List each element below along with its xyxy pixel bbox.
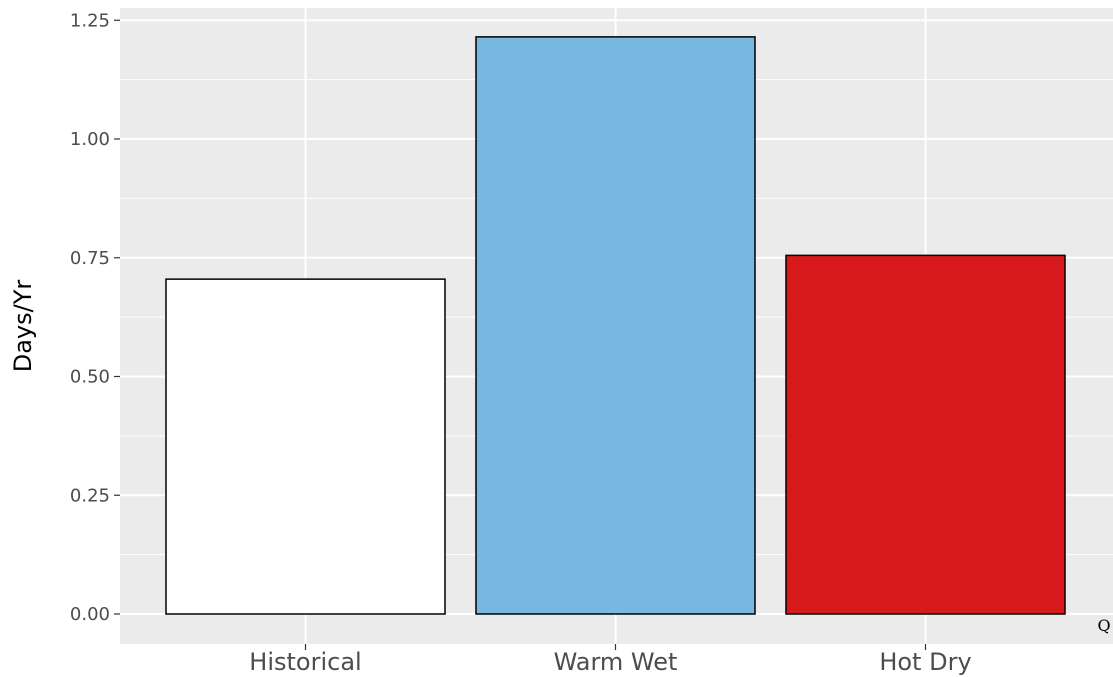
y-tick-label: 1.00 <box>70 129 110 150</box>
bar-hot-dry <box>785 254 1066 615</box>
x-tick-label: Warm Wet <box>554 648 678 676</box>
bar-historical <box>165 278 446 615</box>
x-axis: Historical Warm Wet Hot Dry <box>249 644 972 676</box>
x-tick-label: Hot Dry <box>879 648 971 676</box>
y-tick-label: 1.25 <box>70 10 110 31</box>
corner-annotation: Q <box>1097 616 1110 635</box>
y-tick-label: 0.50 <box>70 367 110 388</box>
y-tick-label: 0.25 <box>70 485 110 506</box>
y-tick-label: 0.75 <box>70 248 110 269</box>
bar-warm-wet <box>475 36 756 615</box>
bars <box>165 36 1066 615</box>
y-axis-title: Days/Yr <box>9 280 37 373</box>
y-tick-label: 0.00 <box>70 604 110 625</box>
y-axis: 0.00 0.25 0.50 0.75 1.00 1.25 <box>70 10 120 625</box>
x-tick-label: Historical <box>249 648 361 676</box>
